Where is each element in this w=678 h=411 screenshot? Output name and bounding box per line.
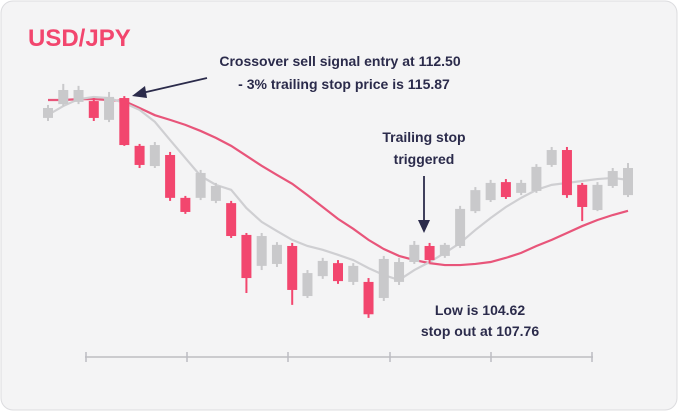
candle: [455, 205, 466, 248]
candle-body: [378, 258, 389, 298]
candle: [485, 179, 496, 203]
candle: [43, 104, 53, 121]
candle-body: [623, 167, 633, 196]
candle: [561, 146, 572, 198]
candle-body: [256, 236, 267, 266]
plot: [43, 83, 633, 318]
moving-average-line: [48, 98, 629, 267]
moving-average-line: [47, 95, 629, 282]
candle-body: [149, 145, 160, 167]
candle-body: [592, 184, 603, 211]
candle-body: [577, 184, 588, 207]
candle: [348, 263, 359, 285]
candle: [88, 98, 99, 121]
candle-body: [531, 166, 542, 191]
candle: [592, 182, 603, 212]
candle: [134, 143, 145, 168]
candle-body: [348, 265, 359, 282]
candle: [439, 242, 450, 258]
candle: [623, 163, 633, 198]
candle: [500, 179, 511, 199]
candle: [241, 232, 252, 293]
candle-body: [241, 234, 252, 279]
candle-body: [165, 154, 176, 198]
candle: [424, 242, 435, 264]
chart-title: USD/JPY: [28, 25, 131, 52]
candle-body: [470, 190, 481, 212]
moving-averages: [47, 95, 629, 282]
candle-body: [516, 182, 527, 193]
candle: [195, 169, 206, 201]
candle-body: [363, 281, 374, 315]
arrows: [132, 77, 430, 233]
candle-body: [287, 245, 298, 290]
candle-body: [180, 197, 191, 212]
candle: [516, 179, 527, 196]
x-axis: [85, 352, 593, 362]
candle: [210, 182, 221, 204]
candle-body: [195, 172, 206, 198]
candle-body: [226, 203, 237, 237]
candle: [409, 240, 420, 264]
candle-body: [424, 245, 435, 261]
candle-body: [134, 145, 145, 165]
candle: [104, 91, 115, 123]
candle: [531, 164, 542, 193]
annotation: Trailing stop: [382, 129, 465, 145]
candle: [394, 257, 405, 285]
candle-body: [607, 171, 618, 186]
candle: [119, 96, 130, 146]
candle: [165, 151, 176, 201]
candle-body: [302, 273, 313, 297]
annotation: stop out at 107.76: [421, 323, 539, 339]
candle-body: [119, 98, 130, 146]
candle-body: [439, 244, 450, 256]
candle-body: [333, 263, 343, 282]
candle: [317, 257, 328, 279]
candle-body: [409, 244, 420, 263]
candle: [256, 232, 267, 271]
candle: [287, 242, 298, 305]
candle-body: [73, 90, 84, 102]
candle: [378, 255, 389, 302]
candle-body: [317, 260, 328, 277]
candle-body: [561, 150, 572, 196]
candle: [363, 278, 374, 318]
candle: [577, 182, 588, 222]
candle-body: [271, 244, 282, 264]
candle-body: [455, 208, 466, 246]
candle: [333, 260, 343, 284]
candle: [149, 141, 160, 168]
candle-body: [500, 182, 511, 198]
candle-body: [546, 150, 557, 165]
annotation: triggered: [394, 151, 455, 167]
annotation: Crossover sell signal entry at 112.50: [219, 53, 460, 69]
candle-body: [394, 262, 405, 282]
candle-body: [58, 90, 69, 105]
candle: [302, 270, 313, 298]
candle: [271, 242, 282, 267]
candle: [58, 83, 69, 107]
candle: [607, 167, 618, 188]
candle: [226, 200, 237, 238]
candle: [546, 146, 557, 167]
annotation: - 3% trailing stop price is 115.87: [238, 76, 450, 92]
annotation: Low is 104.62: [435, 302, 525, 318]
candle: [73, 85, 84, 105]
candle-body: [485, 182, 496, 201]
candle-body: [104, 96, 115, 120]
candle-body: [88, 101, 99, 118]
candle: [180, 195, 191, 214]
candle-body: [43, 107, 53, 118]
candle: [470, 187, 481, 214]
candle-body: [210, 185, 221, 201]
